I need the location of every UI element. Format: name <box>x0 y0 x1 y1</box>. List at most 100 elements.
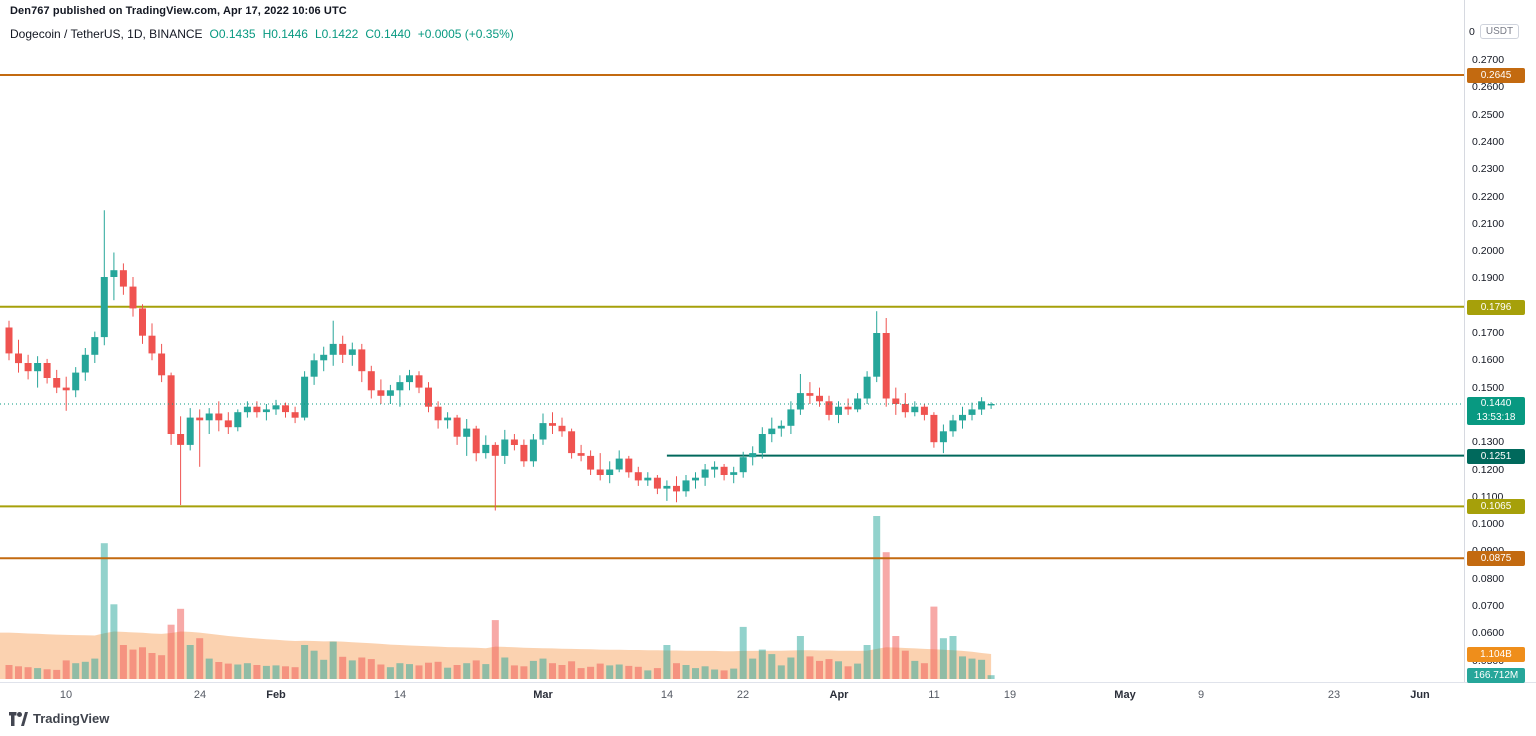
time-axis-label: 11 <box>928 689 940 701</box>
candle-body <box>644 477 652 481</box>
candle-body <box>959 414 966 421</box>
candle-body <box>749 453 757 458</box>
level-price-label: 0.1065 <box>1467 499 1525 514</box>
candle-body <box>282 405 289 413</box>
volume-bar <box>596 663 604 679</box>
price-axis-tick: 0.2700 <box>1472 54 1505 66</box>
volume-bar <box>930 606 938 679</box>
volume-bar <box>787 657 795 679</box>
volume-bar <box>825 659 833 679</box>
price-axis-tick: 0.2500 <box>1472 109 1505 121</box>
volume-bar <box>53 669 61 679</box>
volume-bar <box>415 665 423 679</box>
candle-body <box>549 423 556 426</box>
candle-body <box>301 376 309 418</box>
time-axis-label: 24 <box>193 689 207 701</box>
volume-bar <box>653 668 661 679</box>
candle-body <box>406 375 413 383</box>
volume-bar <box>234 664 242 679</box>
candle-body <box>873 333 881 377</box>
tradingview-logo[interactable]: TradingView <box>9 711 109 726</box>
price-axis-tick: 0.1200 <box>1472 464 1505 476</box>
volume-bar <box>110 604 118 679</box>
volume-bar <box>739 626 747 679</box>
ohlc-change: +0.0005 (+0.35%) <box>417 27 514 41</box>
candle-body <box>854 398 862 410</box>
volume-bar <box>949 636 957 679</box>
candle-body <box>835 406 842 415</box>
price-axis-tick: 0.2000 <box>1472 245 1505 257</box>
volume-bar <box>720 670 728 679</box>
price-axis-tick: 0.2100 <box>1472 218 1505 230</box>
candle-body <box>844 406 852 410</box>
volume-bar <box>301 645 309 679</box>
volume-bar <box>262 665 270 679</box>
candle-body <box>53 378 61 388</box>
candle-body <box>348 349 356 355</box>
candle-body <box>472 428 480 454</box>
price-axis-tick: 0.2600 <box>1472 81 1505 93</box>
volume-bar <box>587 666 595 679</box>
volume-bar <box>701 666 709 679</box>
candle-body <box>482 444 490 454</box>
candle-body <box>224 420 232 428</box>
time-axis[interactable]: 10 24 Feb 14 Mar 14 22 Apr 11 19 May 9 23 Jun <box>0 682 1536 736</box>
price-axis-tick: 0.0800 <box>1472 573 1505 585</box>
candle-body <box>463 428 471 437</box>
candle-body <box>930 414 938 443</box>
volume-bar <box>959 656 966 679</box>
volume-bar <box>139 647 146 679</box>
volume-bar <box>482 664 490 679</box>
candle-body <box>15 353 22 364</box>
volume-bar <box>777 665 785 679</box>
volume-bar <box>939 638 947 679</box>
volume-bar <box>978 659 986 679</box>
axis-top-value: 0 <box>1469 25 1475 38</box>
candle-body <box>243 406 251 413</box>
candle-body <box>196 417 204 421</box>
volume-bar <box>911 660 919 679</box>
candle-body <box>568 431 576 454</box>
level-price-label: 0.1796 <box>1467 300 1525 315</box>
candle-body <box>110 270 118 277</box>
candle-body <box>367 371 375 391</box>
candle-body <box>129 286 137 309</box>
candle-body <box>596 469 604 475</box>
candle-body <box>167 375 175 434</box>
candle-body <box>491 444 499 456</box>
volume-bar <box>24 667 32 679</box>
volume-bar <box>568 661 576 679</box>
candle-body <box>949 420 957 432</box>
candle-body <box>711 466 719 470</box>
volume-bar <box>663 645 671 679</box>
chart-pane[interactable] <box>0 0 1464 682</box>
candle-body <box>587 455 595 470</box>
volume-bar <box>882 552 890 679</box>
volume-bar <box>806 656 814 679</box>
candle-body <box>663 485 671 489</box>
candle-body <box>253 406 261 413</box>
candle-body <box>272 405 280 410</box>
volume-bar <box>558 665 566 679</box>
price-axis[interactable]: 0 USDT 0.2700 0.2600 0.2500 0.2400 0.2300 0.2… <box>1464 0 1536 683</box>
candle-body <box>701 469 709 478</box>
candle-body <box>796 393 804 410</box>
volume-bar <box>529 660 537 679</box>
volume-bar <box>396 663 404 679</box>
volume-bar <box>673 663 680 679</box>
currency-toggle-button[interactable]: USDT <box>1479 24 1520 39</box>
volume-bar <box>682 665 690 679</box>
candle-body <box>720 466 728 475</box>
volume-bar <box>730 668 738 679</box>
price-axis-tick: 0.1600 <box>1472 354 1505 366</box>
candle-body <box>939 431 947 443</box>
volume-bar <box>148 653 156 679</box>
candle-body <box>539 423 547 440</box>
volume-bar <box>463 663 471 679</box>
candle-body <box>43 363 51 378</box>
candle-body <box>320 354 328 361</box>
volume-bar <box>196 638 204 679</box>
candle-body <box>329 343 337 355</box>
volume-bar <box>100 543 108 679</box>
candle-body <box>739 457 747 473</box>
